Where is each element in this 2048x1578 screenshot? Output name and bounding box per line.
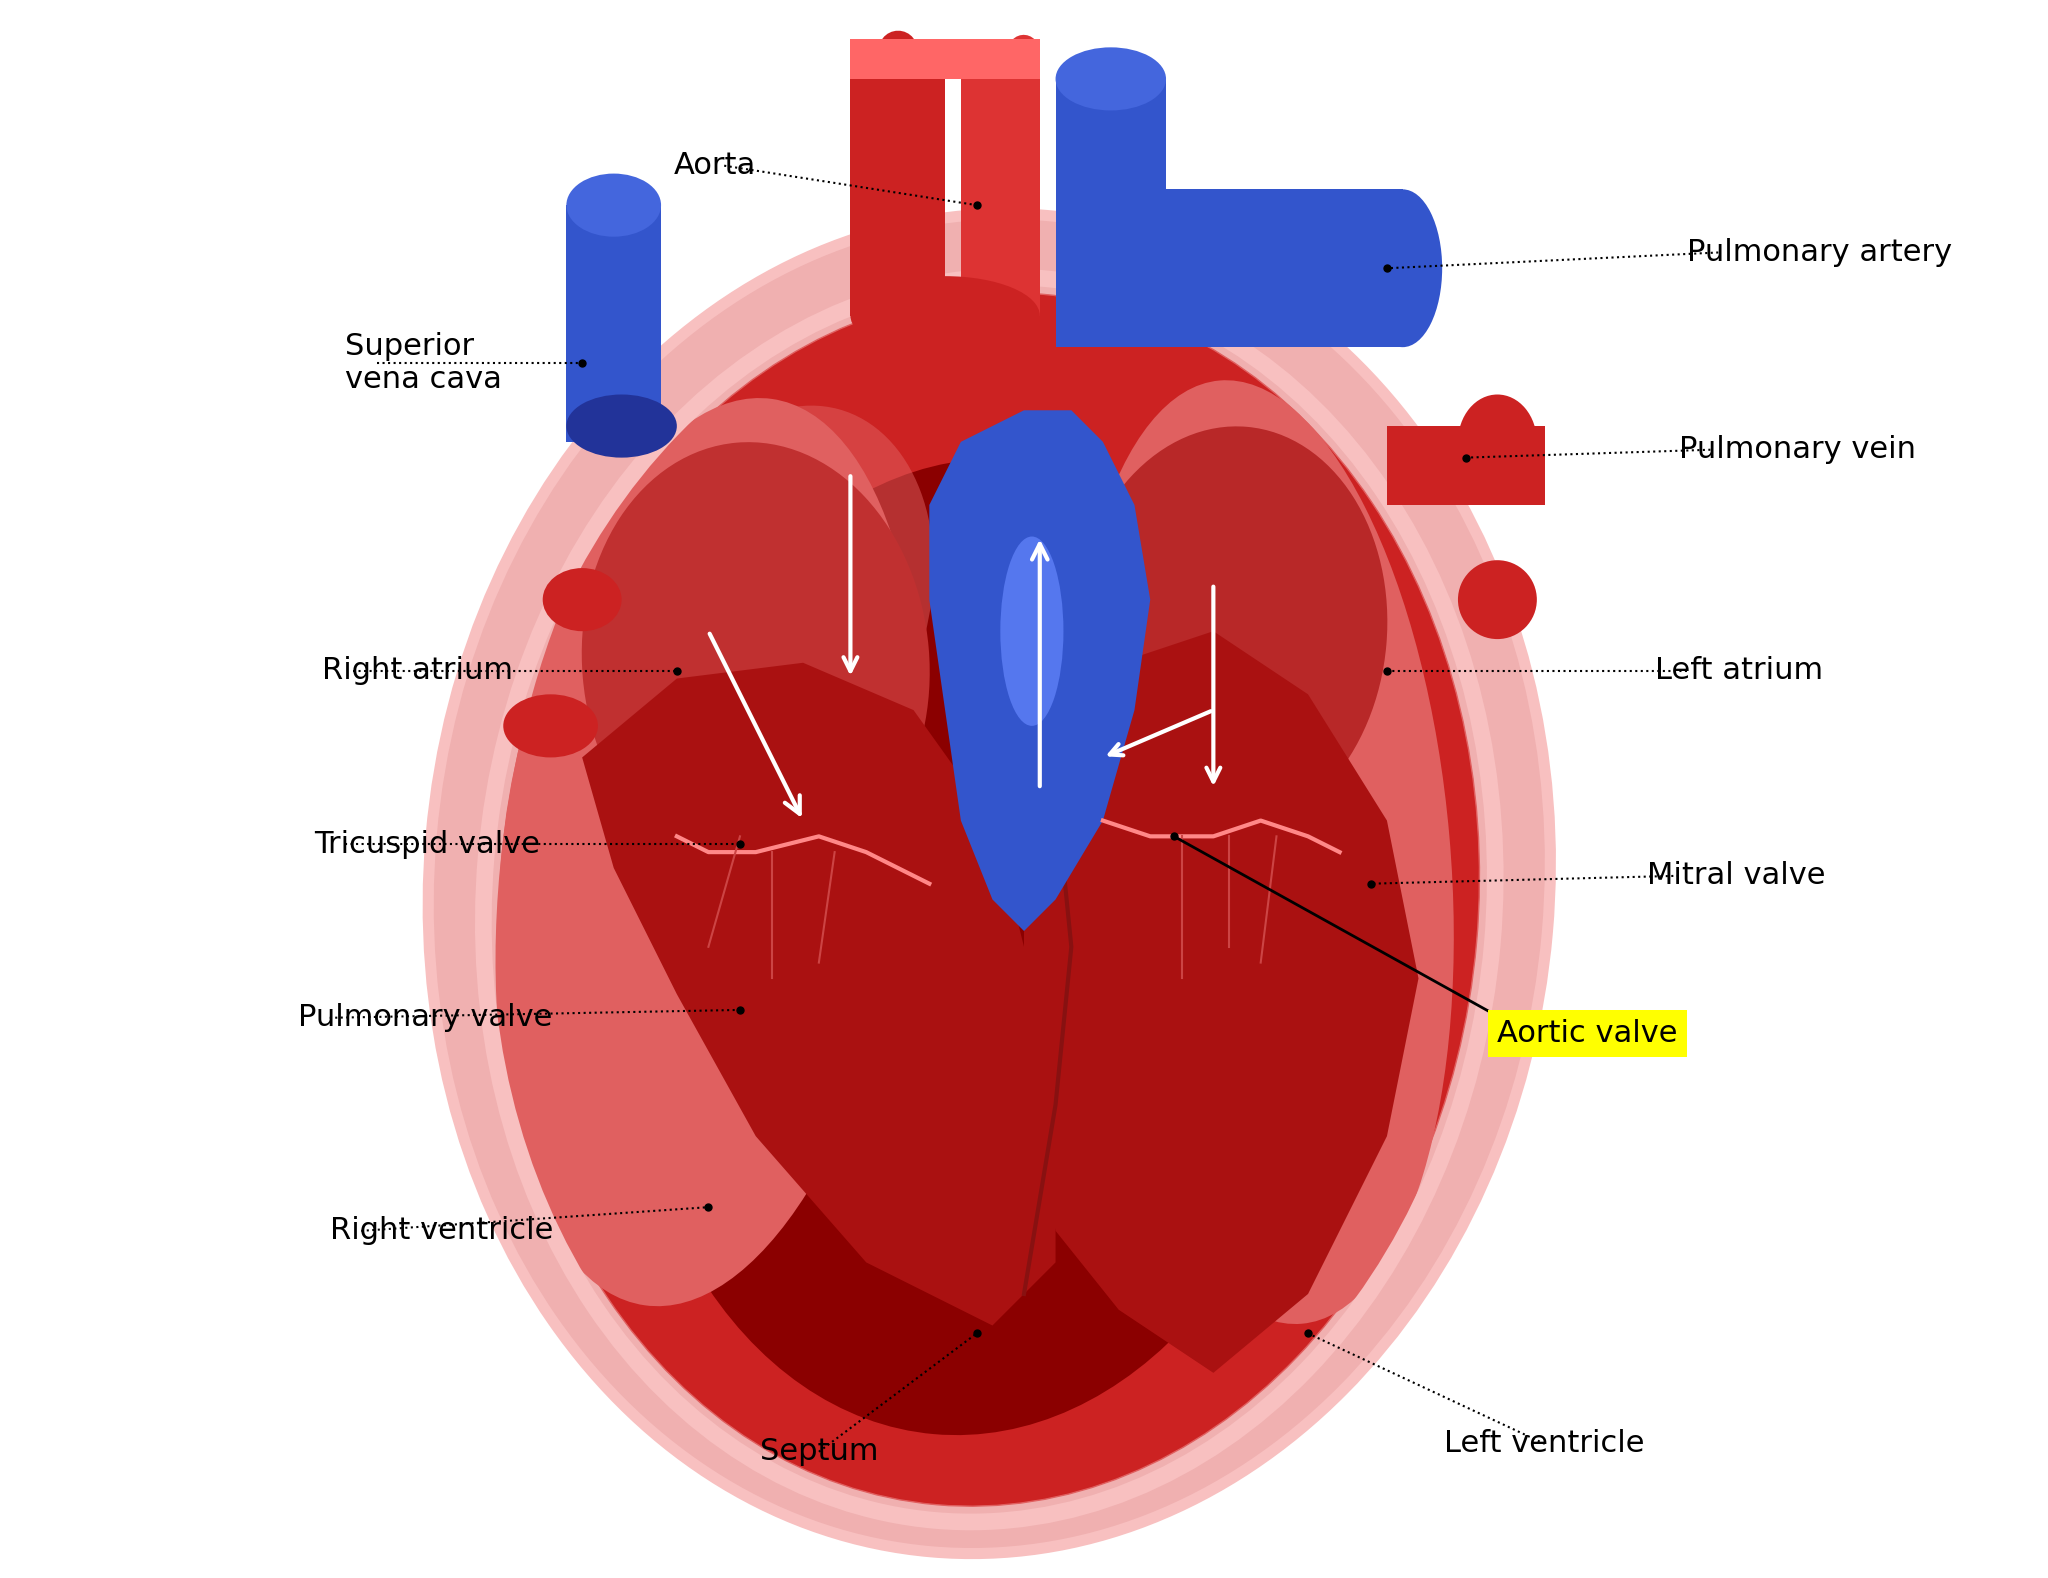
Ellipse shape xyxy=(428,213,1550,1554)
Bar xyxy=(1055,79,1165,316)
Bar xyxy=(1055,189,1403,347)
Ellipse shape xyxy=(1364,189,1442,347)
Bar xyxy=(850,47,944,316)
Ellipse shape xyxy=(1055,47,1165,110)
Bar xyxy=(567,205,662,442)
Ellipse shape xyxy=(1458,560,1536,639)
Ellipse shape xyxy=(1067,380,1454,1324)
Bar xyxy=(850,39,1040,79)
Text: Pulmonary vein: Pulmonary vein xyxy=(1679,436,1915,464)
Ellipse shape xyxy=(543,568,623,631)
Text: Right atrium: Right atrium xyxy=(322,656,512,685)
Ellipse shape xyxy=(567,174,662,237)
Ellipse shape xyxy=(496,398,922,1307)
Ellipse shape xyxy=(621,459,1333,1434)
Text: Right ventricle: Right ventricle xyxy=(330,1217,553,1245)
Bar xyxy=(961,47,1040,316)
Ellipse shape xyxy=(504,694,598,757)
Ellipse shape xyxy=(1071,426,1386,836)
Ellipse shape xyxy=(999,537,1063,726)
Text: Septum: Septum xyxy=(760,1438,879,1466)
Polygon shape xyxy=(930,410,1151,931)
FancyArrowPatch shape xyxy=(993,50,1024,312)
Text: Pulmonary artery: Pulmonary artery xyxy=(1688,238,1952,267)
Text: Left atrium: Left atrium xyxy=(1655,656,1823,685)
Polygon shape xyxy=(1024,631,1419,1373)
Ellipse shape xyxy=(500,294,1479,1505)
Polygon shape xyxy=(582,663,1055,1326)
Text: Aortic valve: Aortic valve xyxy=(1497,1019,1677,1048)
Ellipse shape xyxy=(641,406,934,794)
Text: Left ventricle: Left ventricle xyxy=(1444,1430,1645,1458)
FancyArrowPatch shape xyxy=(899,50,930,312)
Ellipse shape xyxy=(1458,394,1536,489)
Ellipse shape xyxy=(850,276,1040,355)
Ellipse shape xyxy=(582,442,930,884)
Text: Tricuspid valve: Tricuspid valve xyxy=(313,830,541,858)
Ellipse shape xyxy=(567,394,676,458)
Text: Superior
vena cava: Superior vena cava xyxy=(346,331,502,394)
Text: Mitral valve: Mitral valve xyxy=(1647,862,1827,890)
Text: Aorta: Aorta xyxy=(674,151,756,180)
Bar xyxy=(1386,426,1544,505)
Text: Pulmonary valve: Pulmonary valve xyxy=(299,1004,553,1032)
